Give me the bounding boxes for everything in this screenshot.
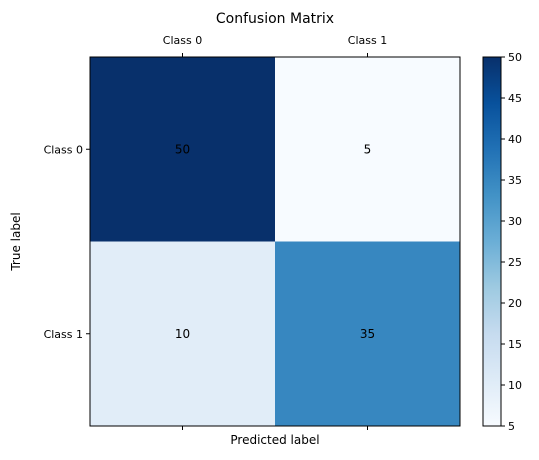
- heatmap-cells: [90, 57, 461, 427]
- colorbar-tick-label: 15: [508, 338, 522, 351]
- x-tick-label: Class 0: [163, 34, 202, 47]
- y-tick-label: Class 0: [44, 143, 83, 156]
- colorbar: [482, 56, 502, 427]
- cell-value-label: 35: [360, 327, 375, 341]
- colorbar-tick-label: 45: [508, 92, 522, 105]
- colorbar-tick-label: 30: [508, 215, 522, 228]
- cell-value-label: 5: [364, 142, 372, 156]
- heatmap-cell: [90, 241, 276, 427]
- cell-value-label: 10: [175, 327, 190, 341]
- x-axis-label: Predicted label: [230, 433, 319, 447]
- y-axis-label: True label: [9, 212, 23, 271]
- colorbar-tick-label: 50: [508, 51, 522, 64]
- colorbar-tick-label: 35: [508, 174, 522, 187]
- cell-value-labels: 50 5 10 35: [175, 142, 375, 341]
- colorbar-tick-label: 25: [508, 256, 522, 269]
- colorbar-ticks: 5 10 15 20 25 30 35 40 45 50: [501, 51, 522, 433]
- colorbar-tick-label: 10: [508, 379, 522, 392]
- x-tick-label: Class 1: [348, 34, 387, 47]
- y-axis-ticks: Class 0 Class 1: [44, 143, 90, 341]
- x-axis-ticks: Class 0 Class 1: [163, 34, 387, 430]
- colorbar-tick-label: 40: [508, 133, 522, 146]
- heatmap-cell: [90, 57, 276, 242]
- cell-value-label: 50: [175, 142, 190, 156]
- heatmap-cell: [275, 241, 461, 427]
- colorbar-tick-label: 5: [508, 420, 515, 433]
- y-tick-label: Class 1: [44, 328, 83, 341]
- heatmap-cell: [275, 57, 461, 242]
- chart-title: Confusion Matrix: [216, 11, 334, 27]
- plot-frame: [89, 56, 461, 427]
- colorbar-tick-label: 20: [508, 297, 522, 310]
